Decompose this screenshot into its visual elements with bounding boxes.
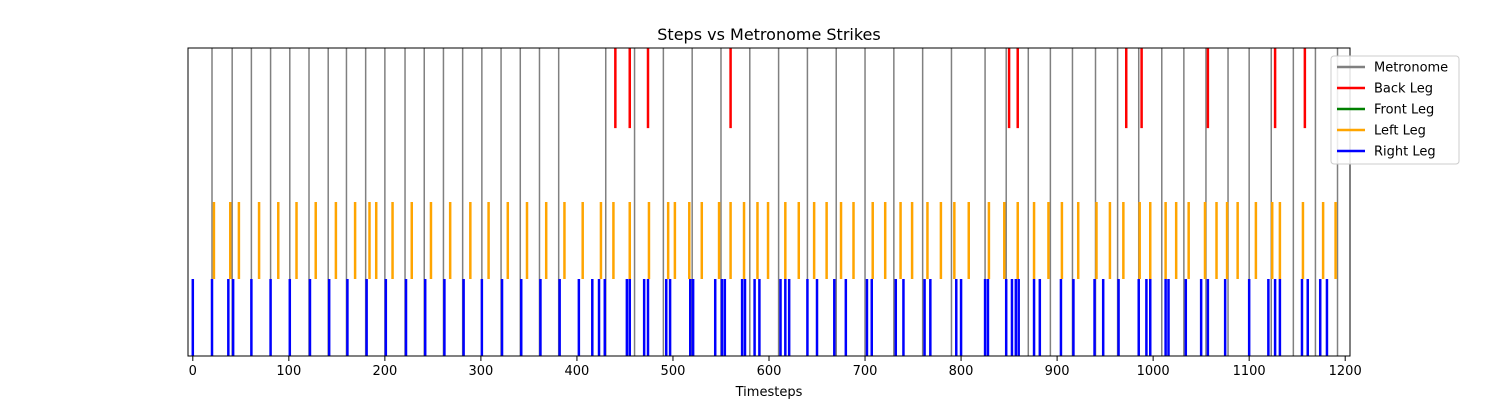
- legend-label: Metronome: [1374, 61, 1448, 76]
- series-back-leg: [614, 48, 1307, 129]
- series-right-leg: [191, 279, 1329, 356]
- x-tick-label: 0: [189, 364, 197, 379]
- x-tick-label: 1000: [1137, 364, 1170, 379]
- legend-label: Back Leg: [1374, 82, 1433, 97]
- x-tick-label: 1200: [1329, 364, 1362, 379]
- x-tick-label: 900: [1045, 364, 1070, 379]
- x-tick-label: 400: [565, 364, 590, 379]
- legend-label: Left Leg: [1374, 124, 1426, 139]
- series-left-leg: [212, 202, 1337, 279]
- x-tick-label: 100: [276, 364, 301, 379]
- legend[interactable]: Metronome Back Leg Front Leg Left Leg Right …: [1330, 55, 1460, 165]
- legend-label: Front Leg: [1374, 103, 1434, 118]
- chart-title: Steps vs Metronome Strikes: [657, 25, 880, 44]
- x-tick-label: 500: [661, 364, 686, 379]
- x-tick-label: 200: [372, 364, 397, 379]
- x-axis-ticks: 0 100 200 300 400 500 600 700 800 900 1000 1100 1200: [189, 356, 1362, 379]
- legend-label: Right Leg: [1374, 145, 1436, 160]
- x-axis-label: Timesteps: [735, 385, 803, 400]
- x-tick-label: 300: [468, 364, 493, 379]
- x-tick-label: 1100: [1233, 364, 1266, 379]
- x-tick-label: 800: [949, 364, 974, 379]
- plot-marks: [191, 48, 1339, 356]
- x-tick-label: 600: [757, 364, 782, 379]
- legend-box: [1330, 55, 1460, 165]
- x-tick-label: 700: [853, 364, 878, 379]
